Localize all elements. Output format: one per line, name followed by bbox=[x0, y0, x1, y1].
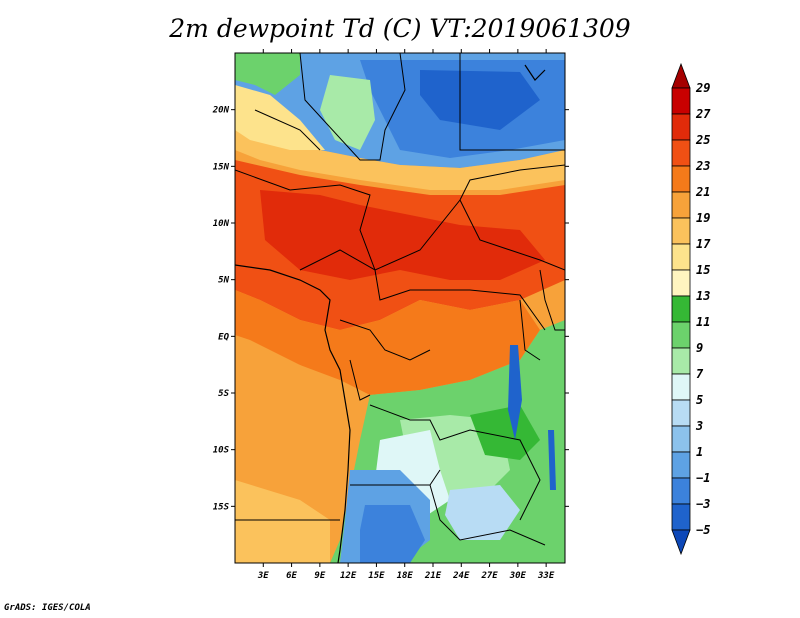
colorbar-label: 1 bbox=[696, 445, 703, 459]
lon-tick-label: 9E bbox=[314, 571, 325, 581]
colorbar-swatch bbox=[671, 399, 691, 427]
colorbar-swatch bbox=[671, 191, 691, 219]
colorbar-label: 13 bbox=[696, 289, 710, 303]
map-frame bbox=[234, 52, 566, 564]
west-sahel-yellow bbox=[235, 85, 325, 150]
lon-tick-label: 33E bbox=[537, 571, 555, 581]
colorbar-label: 11 bbox=[696, 315, 710, 329]
lat-tick-label: 5S bbox=[218, 389, 229, 399]
colorbar-label: −5 bbox=[696, 523, 710, 537]
colorbar-swatch bbox=[671, 321, 691, 349]
colorbar-swatch bbox=[671, 295, 691, 323]
lon-tick-label: 27E bbox=[480, 571, 498, 581]
colorbar: 29 27 25 23 21 19 17 15 13 11 9 7 5 3 1 −1 −3 −5 bbox=[671, 62, 711, 556]
lon-tick-label: 15E bbox=[368, 571, 385, 581]
colorbar-swatch bbox=[671, 139, 691, 167]
country-borders bbox=[235, 53, 565, 546]
colorbar-swatch bbox=[671, 425, 691, 453]
colorbar-label: 27 bbox=[695, 107, 711, 121]
coastlines bbox=[235, 64, 546, 563]
colorbar-swatch bbox=[671, 269, 691, 297]
colorbar-label: 15 bbox=[696, 263, 710, 277]
colorbar-swatch bbox=[671, 113, 691, 141]
colorbar-swatch bbox=[671, 347, 691, 375]
angola-deep-blue bbox=[360, 505, 425, 563]
dewpoint-field bbox=[235, 53, 565, 563]
tropical-peak-band bbox=[260, 190, 545, 280]
longitude-axis: 3E 6E 9E 12E 15E 18E 21E 24E 27E 30E 33E bbox=[257, 49, 555, 581]
colorbar-label: 25 bbox=[695, 133, 710, 147]
lat-tick-label: 10N bbox=[213, 219, 230, 229]
sahara-driest-region bbox=[420, 70, 540, 130]
grads-credit: GrADS: IGES/COLA bbox=[4, 603, 91, 613]
lon-tick-label: 12E bbox=[340, 571, 357, 581]
colorbar-swatch bbox=[671, 503, 691, 531]
lon-tick-label: 18E bbox=[397, 571, 414, 581]
lon-tick-label: 30E bbox=[509, 571, 527, 581]
colorbar-label: 23 bbox=[695, 159, 710, 173]
colorbar-bottom-arrow bbox=[671, 529, 691, 556]
colorbar-label: 3 bbox=[695, 419, 703, 433]
south-atlantic-yellow bbox=[235, 480, 330, 563]
colorbar-label: 29 bbox=[695, 81, 710, 95]
colorbar-label: 7 bbox=[696, 367, 704, 381]
colorbar-swatch bbox=[671, 243, 691, 271]
sahel-transition bbox=[235, 105, 565, 190]
colorbar-swatch bbox=[671, 87, 691, 115]
colorbar-label: 21 bbox=[695, 185, 710, 199]
lat-tick-label: 10S bbox=[213, 446, 230, 456]
colorbar-swatch bbox=[671, 165, 691, 193]
colorbar-label: 19 bbox=[696, 211, 710, 225]
colorbar-swatch bbox=[671, 477, 691, 505]
lon-tick-label: 21E bbox=[424, 571, 442, 581]
lake-tanganyika bbox=[508, 345, 522, 440]
colorbar-label: −3 bbox=[696, 497, 710, 511]
colorbar-top-arrow bbox=[671, 62, 691, 89]
north-west-green bbox=[235, 53, 300, 95]
colorbar-label: 17 bbox=[696, 237, 711, 251]
lat-tick-label: 15S bbox=[213, 502, 230, 512]
chart-title: 2m dewpoint Td (C) VT:2019061309 bbox=[169, 14, 631, 43]
congo-basin bbox=[235, 290, 540, 395]
colorbar-label: 5 bbox=[696, 393, 703, 407]
east-green bbox=[470, 405, 540, 460]
lat-tick-label: 5N bbox=[218, 276, 229, 286]
lon-tick-label: 6E bbox=[286, 571, 297, 581]
colorbar-swatch bbox=[671, 217, 691, 245]
lon-tick-label: 3E bbox=[257, 571, 269, 581]
lat-tick-label: 15N bbox=[213, 162, 230, 172]
colorbar-label: −1 bbox=[696, 471, 710, 485]
colorbar-swatch bbox=[671, 451, 691, 479]
colorbar-label: 9 bbox=[696, 341, 703, 355]
latitude-axis: 20N 15N 10N 5N EQ 5S 10S 15S bbox=[212, 106, 569, 512]
lat-tick-label: EQ bbox=[218, 332, 229, 342]
zambia-lightblue bbox=[445, 485, 520, 540]
colorbar-swatch bbox=[671, 373, 691, 401]
lake-malawi bbox=[548, 430, 556, 490]
lon-tick-label: 24E bbox=[452, 571, 470, 581]
lat-tick-label: 20N bbox=[212, 106, 230, 116]
